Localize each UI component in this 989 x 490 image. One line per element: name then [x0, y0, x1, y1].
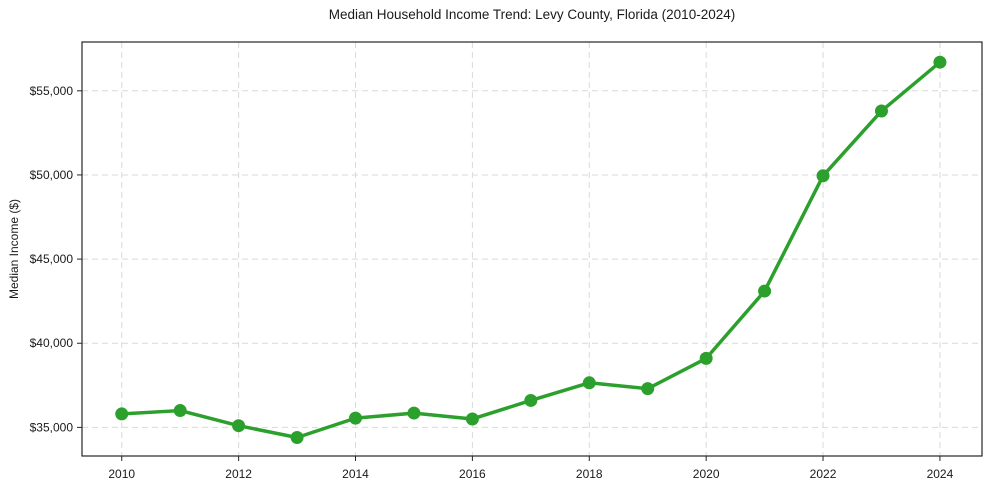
data-point-marker — [699, 351, 713, 365]
income-trend-line — [119, 60, 942, 440]
data-point-marker — [232, 419, 246, 433]
chart-title: Median Household Income Trend: Levy Coun… — [328, 7, 736, 22]
x-tick-label: 2014 — [342, 467, 369, 481]
data-point-marker — [524, 393, 538, 407]
x-tick-label: 2020 — [693, 467, 720, 481]
data-point-marker — [115, 407, 129, 421]
y-tick-label: $55,000 — [30, 84, 74, 98]
plot-frame — [81, 41, 983, 457]
data-point-marker — [290, 430, 304, 444]
y-tick-label: $50,000 — [30, 168, 74, 182]
data-point-marker — [465, 412, 479, 426]
y-tick-label: $45,000 — [30, 252, 74, 266]
data-point-marker — [874, 104, 888, 118]
data-point-marker — [641, 382, 655, 396]
x-tick-label: 2024 — [927, 467, 954, 481]
x-tick-label: 2010 — [108, 467, 135, 481]
data-point-marker — [407, 406, 421, 420]
y-tick-label: $40,000 — [30, 336, 74, 350]
data-point-marker — [758, 284, 772, 298]
data-point-marker — [582, 376, 596, 390]
y-tick-label: $35,000 — [30, 420, 74, 434]
data-point-marker — [816, 169, 830, 183]
data-point-marker — [933, 55, 947, 69]
x-tick-label: 2018 — [576, 467, 603, 481]
x-tick-label: 2016 — [459, 467, 486, 481]
data-point-marker — [173, 404, 187, 418]
x-tick-label: 2012 — [225, 467, 252, 481]
x-tick-label: 2022 — [810, 467, 837, 481]
data-point-marker — [349, 411, 363, 425]
